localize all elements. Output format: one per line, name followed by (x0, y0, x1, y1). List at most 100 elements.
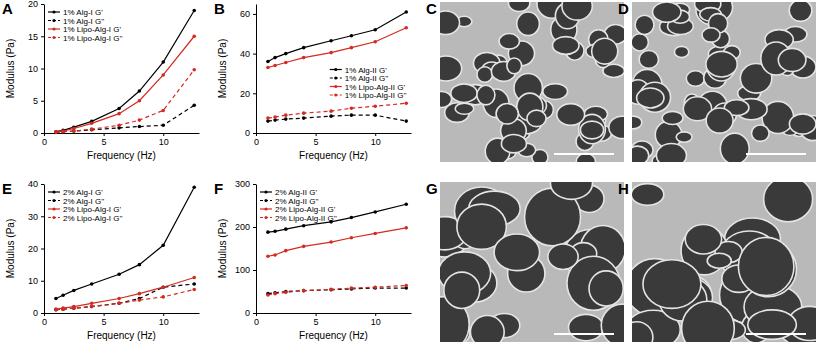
y-tick-mark (253, 227, 256, 228)
y-tick-label: 200 (235, 222, 250, 232)
x-tick: 5 (102, 313, 107, 327)
y-tick: 20 (28, 0, 44, 9)
legend-marker (52, 207, 55, 210)
y-tick: 30 (28, 212, 44, 222)
x-tick-mark (163, 133, 164, 136)
series-point (373, 113, 377, 117)
series-point (138, 298, 142, 302)
legend-swatch (330, 69, 342, 70)
y-tick-label: 300 (235, 179, 250, 189)
data-marks (266, 10, 408, 123)
series-point (302, 289, 306, 293)
plot-area: 05100204060Frequency (Hz)Modulus (Pa)1% … (217, 5, 412, 162)
sem-pore (609, 116, 624, 138)
legend-marker (334, 68, 337, 71)
sem-pore (632, 322, 653, 342)
sem-pore (451, 84, 477, 103)
series-point (404, 119, 408, 123)
series-point (373, 210, 377, 214)
x-tick-mark (163, 313, 164, 316)
series-point (302, 56, 306, 60)
panel-letter: D (618, 0, 629, 17)
series-point (404, 101, 408, 105)
series-point (61, 130, 65, 134)
series-point (161, 243, 165, 247)
scale-bar (554, 333, 614, 335)
sem-pore (676, 132, 692, 142)
y-tick-mark (41, 36, 44, 37)
y-tick-label: 60 (240, 9, 250, 19)
x-tick-label: 0 (254, 137, 259, 147)
legend-marker (334, 76, 337, 79)
x-tick-label: 5 (314, 137, 319, 147)
sem-pore (440, 91, 452, 107)
series-point (404, 10, 408, 14)
legend-marker (264, 216, 267, 219)
series-point (192, 282, 196, 286)
y-tick: 200 (235, 222, 256, 232)
series-line (56, 36, 194, 131)
panel-letter: H (618, 180, 629, 197)
series-point (350, 287, 354, 291)
y-tick-label: 20 (28, 0, 38, 9)
series-point (61, 307, 65, 311)
legend-marker (52, 216, 55, 219)
chart-panel: A051005101520Frequency (Hz)Modulus (Pa)1… (2, 0, 200, 161)
series-point (161, 285, 165, 289)
x-tick: 0 (254, 133, 259, 147)
plot-area: 05100100200300Frequency (Hz)Modulus (Pa)… (217, 179, 412, 341)
series-point (329, 288, 333, 292)
series-point (266, 116, 270, 120)
legend: 2% Alg-II G'2% Alg-II G''2% Lipo-Alg-II … (260, 188, 337, 223)
sem-image (440, 2, 624, 162)
legend-label: 2% Lipo-Alg-I G'' (63, 214, 123, 223)
series-point (350, 113, 354, 117)
sem-pore (706, 108, 733, 133)
sem-pore (682, 301, 735, 342)
sem-pore (632, 116, 642, 129)
sem-pore (527, 110, 546, 127)
series-point (302, 116, 306, 120)
scale-bar (746, 333, 806, 335)
series-point (373, 40, 377, 44)
y-tick-mark (253, 313, 256, 314)
legend-swatch (330, 77, 342, 78)
figure: A051005101520Frequency (Hz)Modulus (Pa)1… (0, 0, 820, 355)
sem-pore (632, 184, 664, 206)
series-point (302, 245, 306, 249)
sem-panel: C (426, 0, 636, 169)
legend: 1% Alg-II G'1% Alg-II G''1% Lipo-Alg-II … (330, 66, 407, 101)
y-tick: 20 (28, 244, 44, 254)
series-point (404, 284, 408, 288)
y-tick-label: 15 (28, 32, 38, 42)
y-tick-label: 0 (33, 128, 38, 138)
series-point (329, 240, 333, 244)
data-marks (266, 202, 408, 296)
legend-marker (52, 199, 55, 202)
y-tick-mark (253, 14, 256, 15)
sem-pore (499, 33, 519, 49)
series-point (61, 130, 65, 134)
scale-bar (746, 153, 806, 155)
y-axis-title: Modulus (Pa) (5, 39, 16, 98)
y-tick-mark (41, 101, 44, 102)
series-point (329, 39, 333, 43)
x-tick-mark (375, 313, 376, 316)
x-tick-mark (316, 313, 317, 316)
series-point (90, 282, 94, 286)
series-line (56, 289, 194, 309)
series-point (273, 291, 277, 295)
series-point (90, 127, 94, 131)
series-line (268, 103, 406, 118)
series-point (373, 104, 377, 108)
y-tick: 0 (245, 128, 256, 138)
y-axis-title: Modulus (Pa) (217, 219, 228, 278)
series-point (138, 292, 142, 296)
series-point (72, 129, 76, 133)
scale-bar (554, 153, 614, 155)
x-tick-label: 10 (159, 137, 169, 147)
series-point (117, 302, 121, 306)
y-tick-label: 10 (28, 64, 38, 74)
x-tick-label: 5 (102, 317, 107, 327)
legend-entry: 1% Lipo-Alg-I G'' (48, 34, 123, 43)
